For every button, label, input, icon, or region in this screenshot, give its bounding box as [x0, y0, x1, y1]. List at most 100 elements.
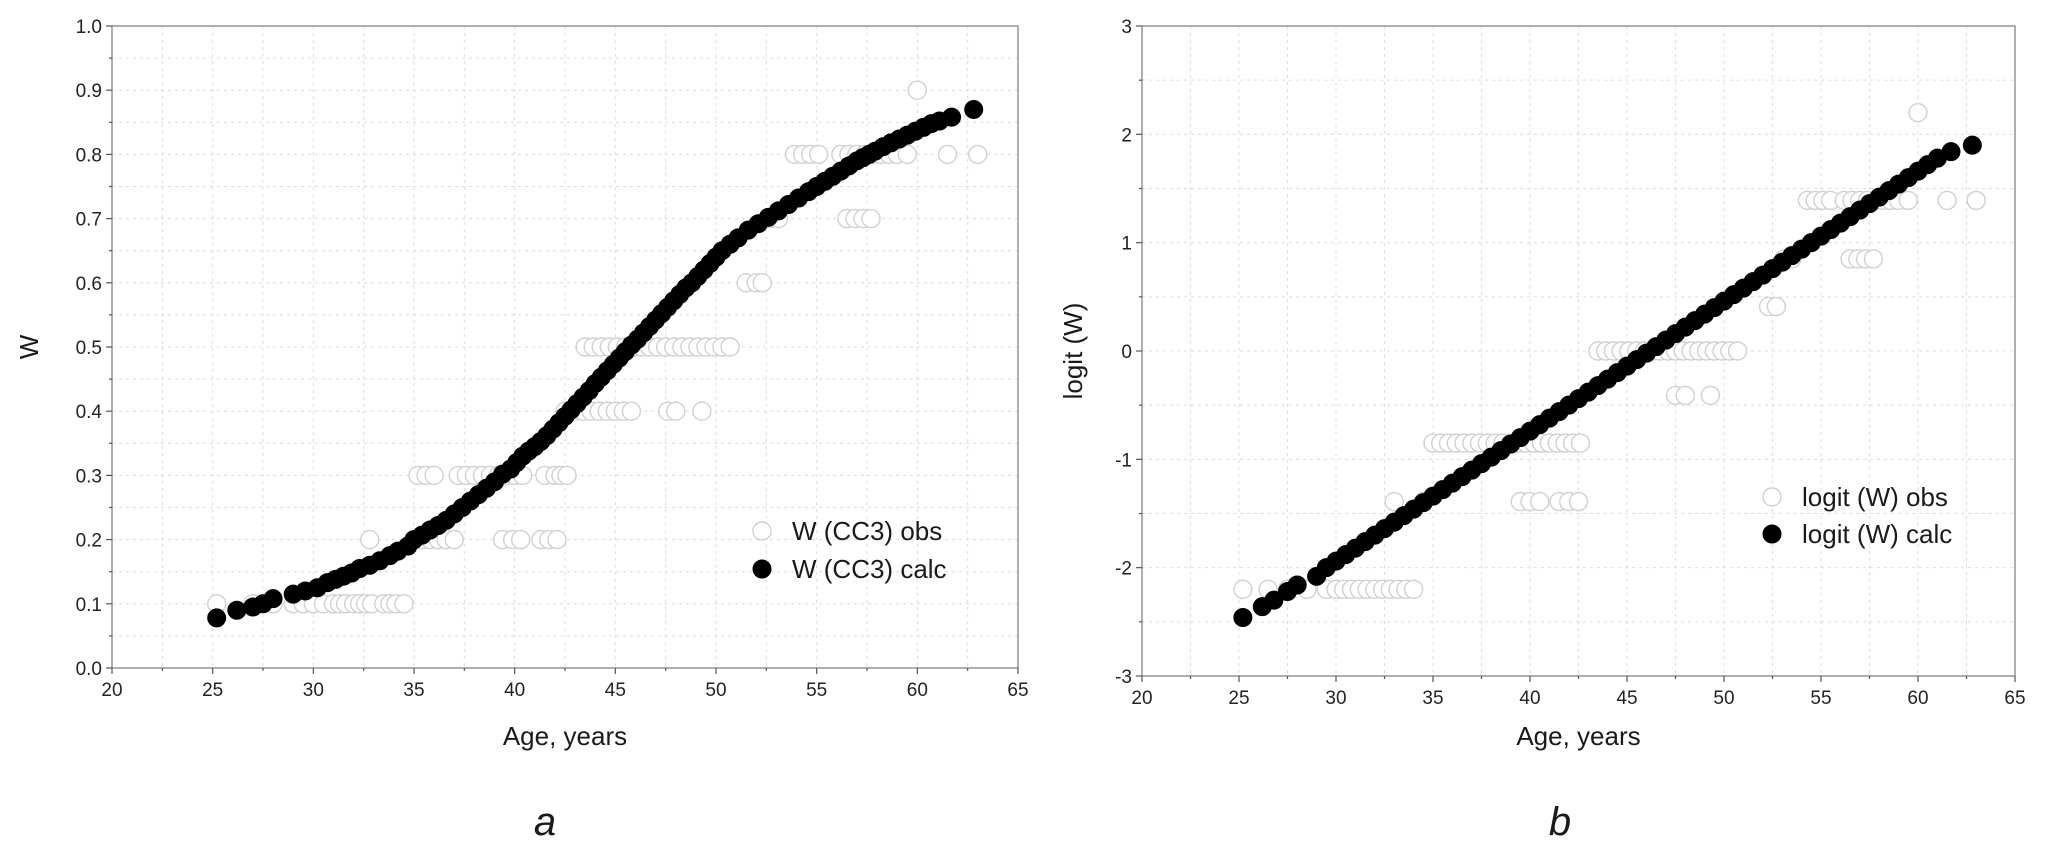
- y-tick-label: -2: [1115, 559, 1132, 580]
- obs-point: [720, 337, 740, 357]
- y-tick-label: 0.8: [76, 145, 102, 166]
- x-tick-label: 40: [1519, 688, 1540, 709]
- obs-point: [968, 144, 988, 165]
- x-tick-label: 45: [1616, 688, 1637, 709]
- x-tick-label: 40: [504, 680, 525, 701]
- y-tick-label: 0.1: [76, 595, 102, 616]
- x-tick-label: 50: [1713, 688, 1734, 709]
- series-observed: [1233, 102, 1986, 600]
- obs-point: [1898, 190, 1919, 211]
- y-tick-label: 1: [1121, 234, 1132, 255]
- x-tick-label: 25: [1228, 688, 1249, 709]
- obs-point: [752, 273, 773, 293]
- obs-point: [666, 401, 686, 421]
- calc-point: [227, 600, 247, 620]
- obs-point: [937, 144, 958, 165]
- x-tick-label: 20: [101, 680, 122, 701]
- obs-point: [1529, 491, 1550, 512]
- obs-point: [1937, 190, 1957, 211]
- calc-point: [942, 107, 962, 127]
- calc-point: [1287, 575, 1307, 595]
- y-tick-label: 0.0: [76, 659, 102, 680]
- y-tick-label: 1.0: [76, 17, 102, 38]
- y-tick-label: -3: [1115, 667, 1132, 688]
- panel-b: 20 25 30 35 40 45 50 55 60 65 -3 -2 -1 0 1 2 3 Age, years…: [1058, 17, 2026, 844]
- x-tick-label: 35: [403, 680, 424, 701]
- y-tick-label: 3: [1121, 17, 1132, 38]
- x-tick-label: 60: [1907, 688, 1928, 709]
- y-tick-label: 0.6: [76, 274, 102, 295]
- obs-point: [1700, 385, 1721, 406]
- x-tick-label: 65: [1007, 680, 1028, 701]
- obs-point: [907, 80, 928, 100]
- calc-point: [1941, 142, 1961, 162]
- obs-point: [1403, 579, 1424, 600]
- obs-point: [511, 529, 531, 550]
- calc-point: [1233, 608, 1253, 627]
- calc-point: [1264, 590, 1284, 610]
- obs-point: [547, 529, 567, 550]
- series-calculated: [207, 99, 984, 628]
- y-tick-label: 0.7: [76, 210, 102, 231]
- x-tick-label: 20: [1131, 688, 1152, 709]
- obs-point: [1568, 491, 1589, 512]
- obs-point: [1384, 491, 1404, 512]
- panel-label: a: [534, 800, 556, 844]
- legend-entry-label: W (CC3) calc: [792, 554, 947, 584]
- y-tick-label: -1: [1115, 450, 1132, 471]
- obs-point: [692, 401, 712, 421]
- obs-point: [1863, 249, 1884, 269]
- calc-point: [207, 608, 227, 628]
- calc-point: [1962, 135, 1982, 155]
- obs-point: [1727, 341, 1748, 361]
- panel-label: b: [1549, 800, 1571, 844]
- obs-point: [897, 144, 917, 165]
- x-tick-label: 55: [806, 680, 827, 701]
- calc-point: [964, 99, 984, 119]
- y-tick-label: 0.5: [76, 338, 102, 359]
- obs-point: [360, 529, 380, 550]
- obs-point: [1675, 385, 1695, 406]
- y-tick-label: 0.4: [76, 402, 103, 423]
- obs-point: [424, 465, 444, 486]
- legend-entry-label: logit (W) calc: [1802, 519, 1952, 549]
- legend-entry-label: logit (W) obs: [1802, 482, 1948, 512]
- legend-obs-marker: [752, 521, 772, 541]
- y-tick-label: 0.2: [76, 531, 102, 552]
- y-tick-label: 2: [1121, 125, 1132, 146]
- x-tick-label: 35: [1422, 688, 1443, 709]
- obs-point: [1570, 433, 1591, 453]
- series-observed: [206, 80, 988, 614]
- calc-point: [263, 589, 283, 609]
- x-axis-label: Age, years: [1516, 721, 1640, 751]
- x-tick-label: 65: [2004, 688, 2025, 709]
- obs-point: [1966, 190, 1986, 211]
- obs-point: [557, 465, 577, 486]
- legend: W (CC3) obs W (CC3) calc: [752, 516, 947, 584]
- legend-calc-marker: [752, 559, 772, 579]
- x-tick-label: 60: [907, 680, 928, 701]
- panel-a: 20 25 30 35 40 45 50 55 60 65 0.0 0.1 0.2 0.3 0.4 0.5 0.…: [14, 17, 1029, 844]
- obs-point: [808, 144, 829, 165]
- y-axis-label: W: [14, 334, 44, 359]
- x-tick-label: 25: [202, 680, 223, 701]
- x-axis-label: Age, years: [503, 721, 627, 751]
- x-tick-label: 55: [1810, 688, 1831, 709]
- y-tick-label: 0.3: [76, 466, 102, 487]
- y-axis-label: logit (W): [1058, 303, 1088, 400]
- legend-obs-marker: [1762, 487, 1782, 507]
- obs-point: [861, 208, 881, 229]
- obs-point: [394, 594, 414, 614]
- obs-point: [1233, 579, 1253, 600]
- legend: logit (W) obs logit (W) calc: [1762, 482, 1952, 549]
- x-tick-label: 30: [1325, 688, 1346, 709]
- obs-point: [1908, 102, 1928, 123]
- legend-calc-marker: [1762, 524, 1782, 544]
- legend-entry-label: W (CC3) obs: [792, 516, 942, 546]
- x-tick-label: 50: [705, 680, 726, 701]
- series-calculated: [1233, 135, 1982, 627]
- obs-point: [1766, 296, 1787, 317]
- y-tick-label: 0.9: [76, 81, 102, 102]
- y-tick-label: 0: [1121, 342, 1132, 363]
